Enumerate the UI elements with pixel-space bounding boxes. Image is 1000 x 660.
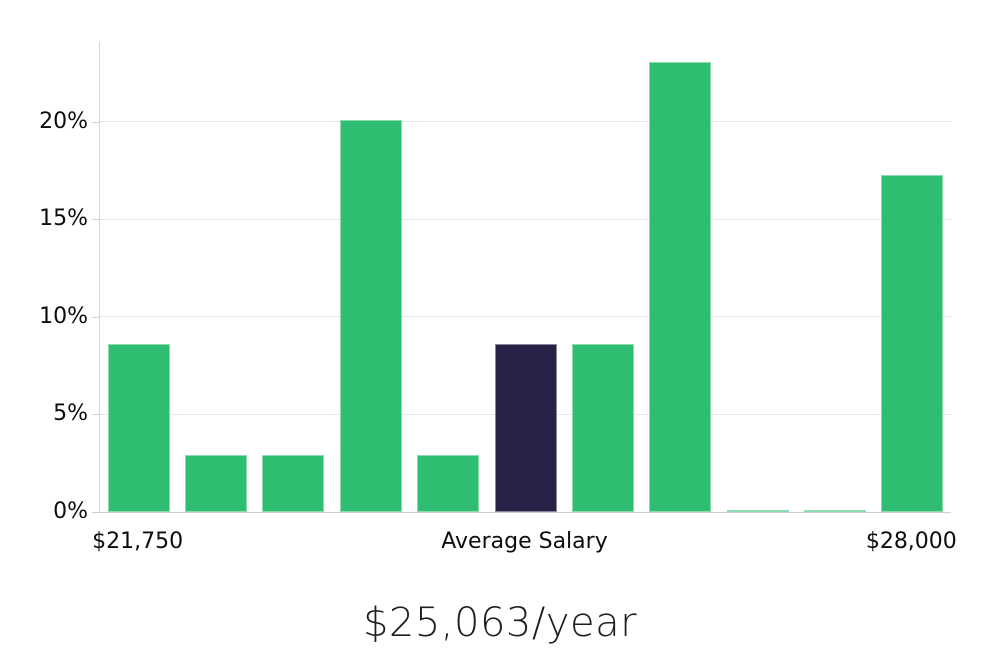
x-axis-tick-label: Average Salary [441, 529, 608, 554]
gridline [100, 121, 951, 123]
gridline [100, 316, 951, 318]
salary-bar[interactable] [262, 455, 325, 512]
y-axis-tick-mark [92, 219, 99, 221]
gridline [100, 218, 951, 220]
plot-area [99, 42, 951, 513]
average-salary-title: $25,063/year [362, 600, 638, 646]
y-axis-tick-label: 0% [53, 499, 88, 524]
y-axis-tick-label: 10% [39, 303, 88, 329]
salary-bar[interactable] [726, 510, 789, 512]
salary-bar[interactable] [417, 455, 480, 512]
y-axis-tick-mark [92, 512, 99, 513]
y-axis-tick-mark [92, 414, 99, 416]
salary-bar[interactable] [803, 510, 866, 512]
x-axis-tick-label: $21,750 [92, 529, 184, 554]
salary-bar[interactable] [571, 344, 634, 512]
x-axis-tick-label: $28,000 [865, 529, 957, 554]
salary-bar[interactable] [107, 344, 170, 512]
salary-bar[interactable] [185, 455, 248, 512]
y-axis-tick-mark [92, 316, 99, 318]
salary-bar[interactable] [339, 120, 402, 512]
salary-bar[interactable] [649, 61, 712, 512]
y-axis-tick-label: 15% [39, 206, 88, 232]
y-axis-tick-mark [92, 121, 99, 123]
average-salary-bar[interactable] [494, 344, 557, 512]
y-axis-tick-label: 5% [53, 401, 88, 427]
salary-bar[interactable] [881, 174, 944, 512]
y-axis-tick-label: 20% [39, 108, 88, 134]
